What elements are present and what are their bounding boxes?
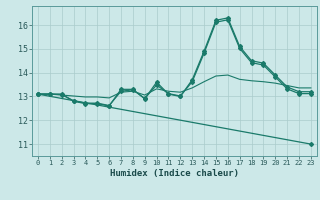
X-axis label: Humidex (Indice chaleur): Humidex (Indice chaleur)	[110, 169, 239, 178]
